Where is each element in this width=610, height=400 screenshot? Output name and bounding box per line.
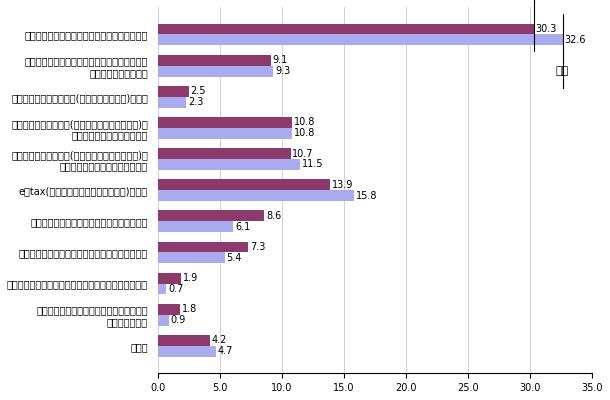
Bar (157, 242, 248, 252)
Text: 0.9: 0.9 (171, 315, 186, 325)
Text: 30.3: 30.3 (536, 24, 557, 34)
Text: 1.8: 1.8 (182, 304, 197, 314)
Text: 10.8: 10.8 (293, 118, 315, 128)
Text: 0.7: 0.7 (168, 284, 184, 294)
Text: 7.3: 7.3 (250, 242, 265, 252)
Text: 4.7: 4.7 (218, 346, 233, 356)
Text: 10.8: 10.8 (293, 128, 315, 138)
Text: 8.6: 8.6 (267, 211, 282, 221)
Text: 昨年: 昨年 (0, 399, 1, 400)
Text: 9.3: 9.3 (275, 66, 290, 76)
Text: 11.5: 11.5 (303, 160, 324, 170)
Text: 9.1: 9.1 (273, 55, 288, 65)
Text: 32.6: 32.6 (564, 35, 586, 45)
Bar (157, 86, 188, 97)
Text: 13.9: 13.9 (332, 180, 354, 190)
Bar (157, 221, 234, 232)
Bar (157, 210, 265, 221)
Text: 6.1: 6.1 (235, 222, 251, 232)
Bar (157, 252, 224, 263)
Text: 10.7: 10.7 (292, 148, 314, 158)
Bar (157, 97, 186, 108)
Bar (157, 179, 330, 190)
Text: 2.5: 2.5 (190, 86, 206, 96)
Bar (157, 273, 181, 284)
Bar (157, 159, 301, 170)
Bar (157, 346, 216, 357)
Text: 5.4: 5.4 (226, 253, 242, 263)
Bar (157, 34, 562, 45)
Bar (157, 284, 167, 294)
Bar (157, 55, 271, 66)
Bar (157, 66, 273, 76)
Bar (157, 24, 534, 34)
Text: 1.9: 1.9 (183, 273, 198, 283)
Text: 15.8: 15.8 (356, 190, 377, 200)
Bar (157, 190, 354, 201)
Text: 2.3: 2.3 (188, 97, 204, 107)
Text: 4.2: 4.2 (212, 335, 227, 345)
Bar (157, 304, 180, 315)
Bar (157, 128, 292, 139)
Bar (157, 335, 210, 346)
Bar (157, 315, 169, 326)
Bar (157, 117, 292, 128)
Bar (157, 148, 290, 159)
Text: 今年: 今年 (556, 66, 569, 76)
